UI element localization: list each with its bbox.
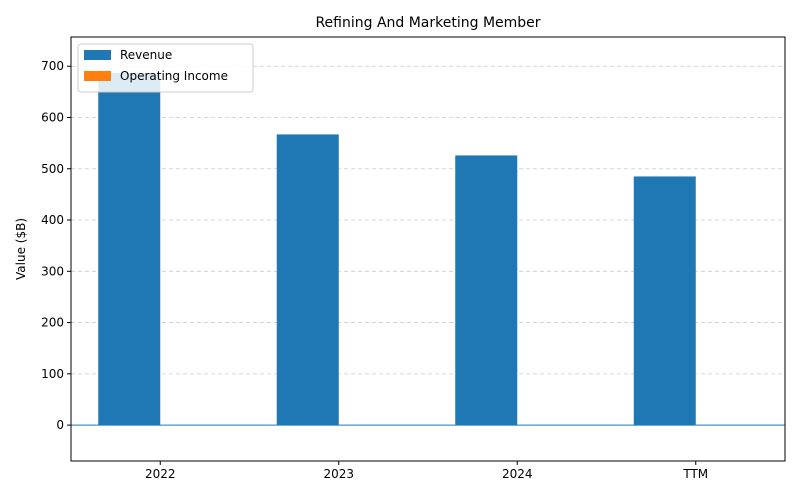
- y-tick-label: 400: [41, 213, 64, 227]
- x-tick-label: 2024: [502, 467, 533, 481]
- y-tick-label: 600: [41, 110, 64, 124]
- bar-revenue: [633, 176, 696, 426]
- y-tick-label: 500: [41, 162, 64, 176]
- y-tick-label: 0: [56, 418, 64, 432]
- y-tick-label: 100: [41, 367, 64, 381]
- x-tick-label: TTM: [682, 467, 708, 481]
- bar-revenue: [98, 72, 161, 426]
- bars: [98, 72, 696, 426]
- y-tick-label: 700: [41, 59, 64, 73]
- legend-swatch: [84, 71, 111, 81]
- chart-title: Refining And Marketing Member: [315, 15, 540, 31]
- bar-revenue: [455, 155, 518, 426]
- x-tick-label: 2023: [323, 467, 354, 481]
- y-axis: 0 100 200 300 400 500 600 700: [41, 59, 71, 432]
- legend-box: [77, 43, 254, 93]
- legend-label: Revenue: [120, 48, 172, 62]
- legend: Revenue Operating Income: [77, 43, 254, 93]
- x-tick-label: 2022: [145, 467, 176, 481]
- legend-swatch: [84, 50, 111, 60]
- plot-area-frame: [70, 36, 786, 462]
- y-axis-label: Value ($B): [14, 218, 28, 280]
- y-tick-label: 200: [41, 316, 64, 330]
- y-tick-label: 300: [41, 264, 64, 278]
- legend-label: Operating Income: [120, 69, 228, 83]
- x-axis: 2022 2023 2024 TTM: [145, 461, 708, 481]
- bar-revenue: [276, 134, 339, 426]
